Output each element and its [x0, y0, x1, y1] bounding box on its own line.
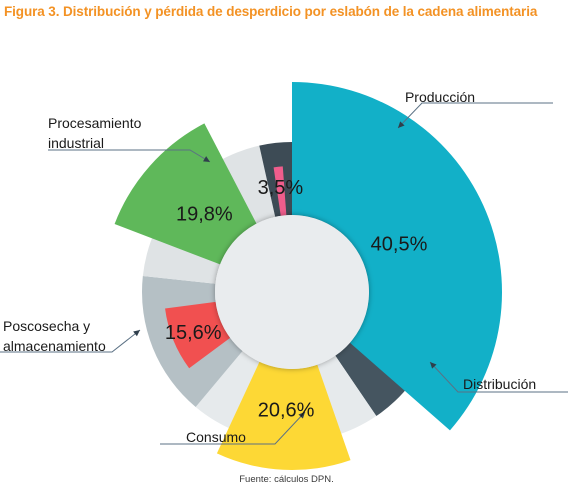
pie-slice-consumo: [165, 301, 231, 369]
value-label-procesamiento-industrial: 3,5%: [258, 177, 304, 199]
pie-slice-distribucion: [216, 361, 351, 470]
leader-arrow-consumo: [298, 412, 305, 419]
category-label-distribucion: Distribución: [463, 376, 536, 392]
leader-arrow-poscosecha-y-almacenamiento: [133, 330, 140, 337]
pie-slice-poscosecha-y-almacenamiento: [114, 123, 257, 265]
donut-center: [215, 215, 369, 369]
leader-lines: [0, 102, 568, 445]
source-note: Fuente: cálculos DPN.: [239, 474, 334, 485]
category-label-consumo: Consumo: [186, 429, 246, 445]
value-label-poscosecha-y-almacenamiento: 19,8%: [176, 204, 233, 226]
category-label-poscosecha-y-almacenamiento: Poscosecha y almacenamiento: [3, 318, 106, 354]
leader-line-distribucion: [429, 361, 568, 393]
pie-slice-procesamiento-industrial: [273, 166, 287, 216]
leader-line-poscosecha-y-almacenamiento: [0, 329, 141, 353]
category-labels: Producción Distribución Consumo Poscosecha …: [3, 89, 536, 445]
value-label-distribucion: 20,6%: [258, 399, 315, 421]
leader-line-consumo: [160, 411, 306, 445]
donut-wedges: [114, 82, 502, 470]
chart-title: Figura 3. Distribución y pérdida de desp…: [4, 4, 538, 19]
leader-arrow-procesamiento-industrial: [203, 156, 210, 162]
leader-line-procesamiento-industrial: [48, 149, 211, 163]
category-label-procesamiento-industrial: Procesamiento industrial: [48, 115, 142, 151]
category-label-produccion: Producción: [405, 89, 475, 105]
value-labels: 40,5% 20,6% 15,6% 19,8% 3,5%: [165, 177, 428, 421]
pie-slice-produccion: [292, 82, 502, 431]
leader-arrow-distribucion: [430, 362, 437, 369]
value-label-consumo: 15,6%: [165, 322, 222, 344]
value-label-produccion: 40,5%: [371, 233, 428, 255]
leader-line-produccion: [397, 102, 553, 129]
leader-arrow-produccion: [398, 121, 405, 128]
